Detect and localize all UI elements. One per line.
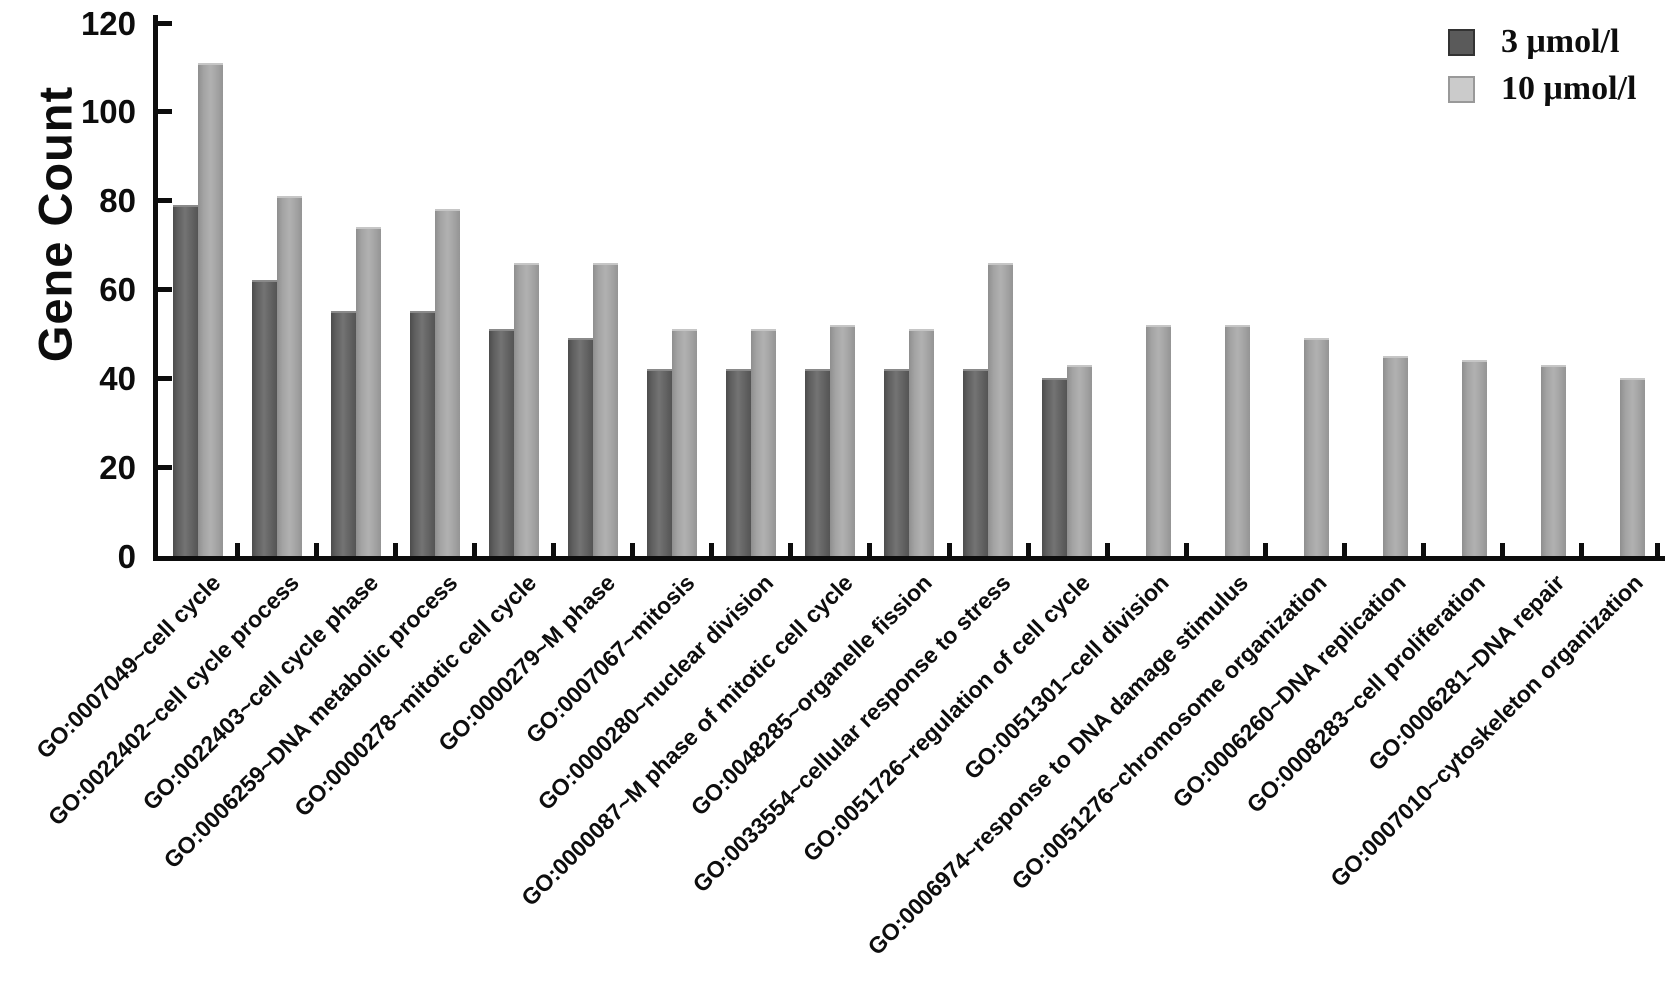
x-label-group-4: GO:0006259~DNA metabolic process [158,569,463,874]
y-tick-label-20: 20 [99,449,136,487]
x-tick-4 [472,543,478,556]
legend-label-10umol: 10 μmol/l [1501,70,1637,107]
x-tick-16 [1420,543,1426,556]
y-axis-line [153,15,158,561]
x-tick-5 [551,543,557,556]
bar-10umol-group-11 [988,262,1014,556]
bar-3umol-group-9 [804,369,830,556]
bar-10umol-group-1 [197,62,223,556]
bar-10umol-group-16 [1383,355,1409,556]
y-tick-20 [158,465,172,471]
bar-10umol-group-18 [1541,364,1567,556]
x-label-group-14: GO:0006974~response to DNA damage stimul… [862,569,1253,960]
bar-3umol-group-7 [646,369,672,556]
bar-10umol-group-13 [1146,324,1172,556]
bar-10umol-group-9 [829,324,855,556]
bar-10umol-group-8 [750,329,776,556]
bar-10umol-group-19 [1620,378,1646,556]
bar-10umol-group-15 [1304,338,1330,556]
y-tick-120 [158,20,172,26]
bar-3umol-group-6 [567,338,593,556]
x-tick-11 [1025,543,1031,556]
bar-3umol-group-10 [884,369,909,556]
bar-3umol-group-5 [488,329,514,556]
bar-10umol-group-6 [592,262,618,556]
legend-label-3umol: 3 μmol/l [1501,23,1620,60]
bar-10umol-group-10 [909,329,934,556]
bar-3umol-group-2 [251,280,277,556]
bar-3umol-group-12 [1042,378,1068,556]
bar-10umol-group-3 [355,227,381,556]
bar-10umol-group-7 [671,329,697,556]
y-tick-label-120: 120 [80,4,136,42]
bar-3umol-group-8 [725,369,751,556]
y-tick-40 [158,376,172,382]
bar-10umol-group-5 [513,262,539,556]
x-tick-17 [1499,543,1505,556]
x-tick-12 [1104,543,1110,556]
y-tick-label-40: 40 [99,360,136,398]
x-tick-2 [314,543,320,556]
y-tick-80 [158,198,172,204]
x-tick-6 [630,543,636,556]
x-tick-10 [946,543,952,556]
bar-10umol-group-2 [276,195,302,556]
x-tick-9 [867,543,873,556]
x-tick-3 [393,543,399,556]
x-tick-14 [1262,543,1268,556]
bar-10umol-group-17 [1462,360,1488,556]
x-label-group-12: GO:0051726~regulation of cell cycle [797,569,1095,867]
x-tick-8 [788,543,794,556]
legend: 3 μmol/l 10 μmol/l [1448,24,1636,118]
y-tick-100 [158,109,172,115]
bar-3umol-group-11 [963,369,989,556]
x-tick-15 [1341,543,1347,556]
x-axis-line [153,556,1665,561]
bar-10umol-group-14 [1225,324,1251,556]
legend-row-10umol: 10 μmol/l [1448,71,1636,107]
legend-swatch-3umol [1448,28,1475,56]
legend-row-3umol: 3 μmol/l [1448,24,1636,60]
y-tick-label-80: 80 [99,182,136,220]
bar-10umol-group-4 [434,209,460,556]
x-tick-13 [1183,543,1189,556]
x-tick-18 [1578,543,1584,556]
y-tick-60 [158,287,172,293]
y-tick-label-60: 60 [99,271,136,309]
bar-3umol-group-4 [409,311,435,556]
bar-3umol-group-1 [172,204,198,556]
x-tick-7 [709,543,715,556]
bar-10umol-group-12 [1067,364,1093,556]
bar-3umol-group-3 [330,311,356,556]
x-tick-19 [1655,543,1660,556]
y-tick-label-0: 0 [117,538,136,575]
x-tick-1 [235,543,241,556]
legend-swatch-10umol [1448,75,1475,103]
y-tick-label-100: 100 [80,93,136,131]
